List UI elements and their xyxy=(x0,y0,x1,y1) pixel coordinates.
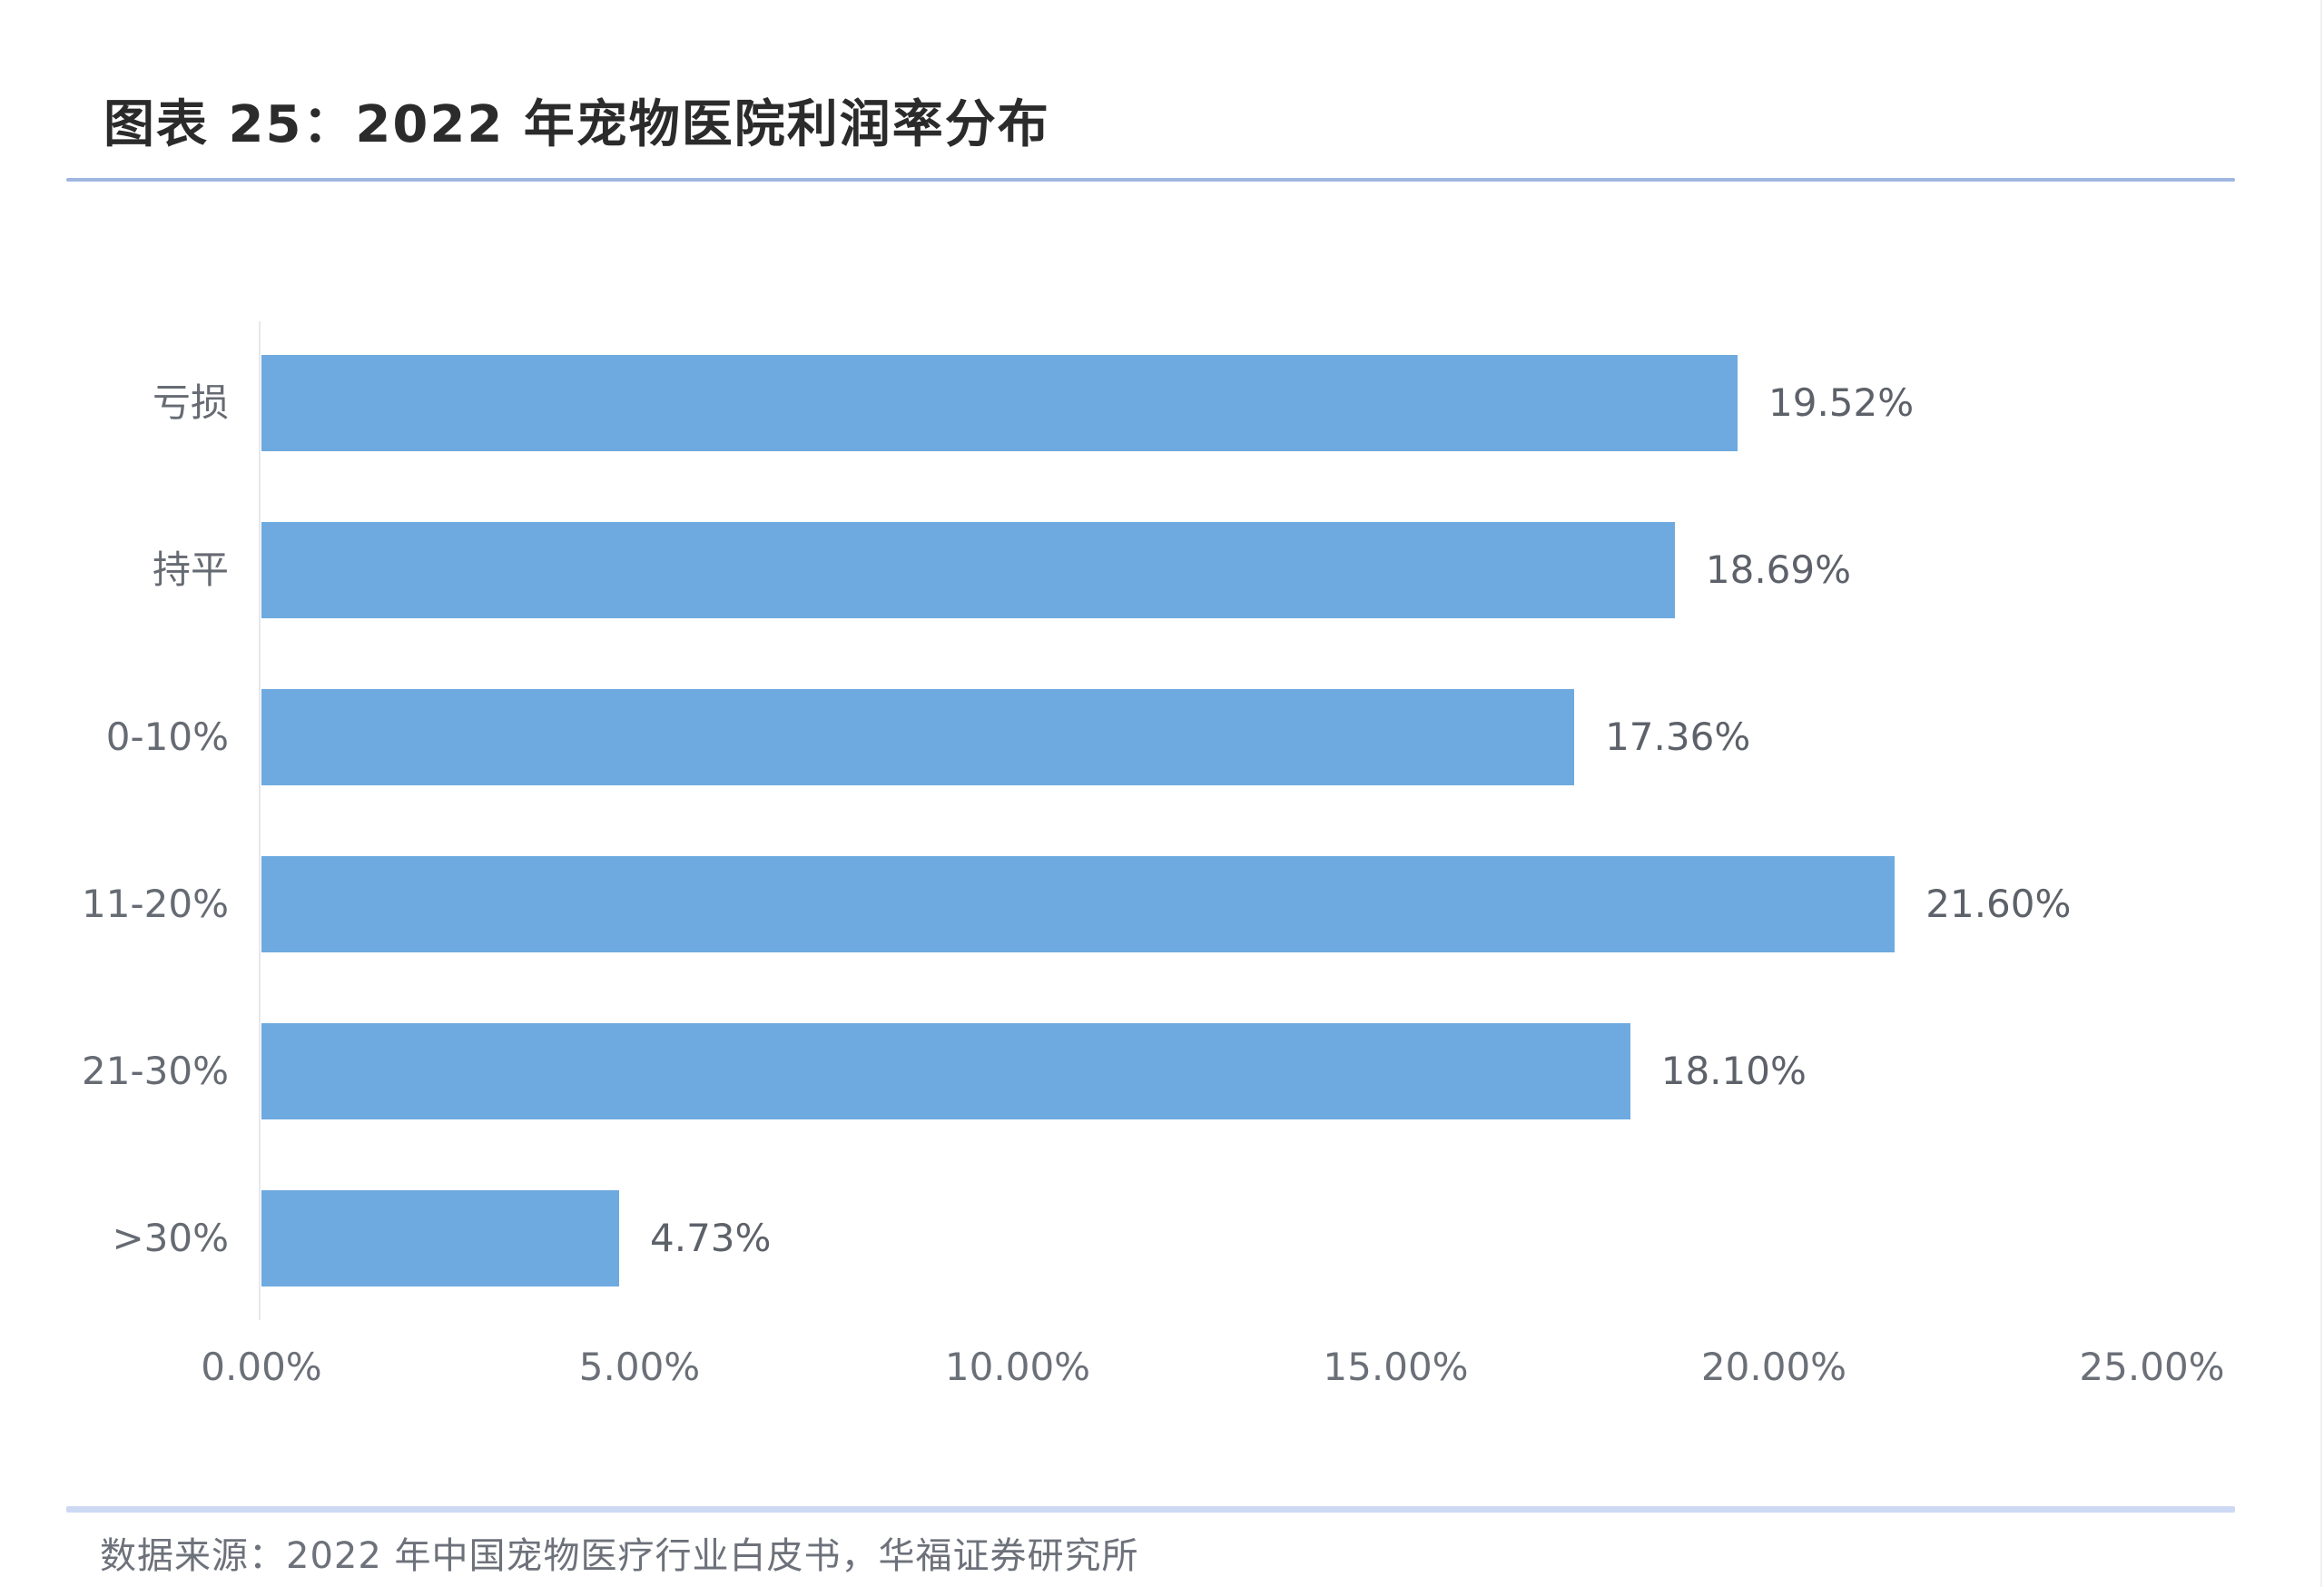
y-axis-line xyxy=(259,321,261,1320)
bar xyxy=(261,522,1675,618)
bar-chart: 亏损 19.52% 持平 18.69% 0-10% 17.36% 11-20% 21.60% 2… xyxy=(0,321,2324,1389)
value-label: 21.60% xyxy=(1925,882,2072,926)
category-label: 0-10% xyxy=(105,715,229,759)
bar-row: >30% 4.73% xyxy=(0,1190,2324,1286)
category-label: 亏损 xyxy=(152,380,229,425)
category-label: 11-20% xyxy=(82,882,229,926)
category-label: 21-30% xyxy=(82,1049,229,1093)
bar xyxy=(261,355,1738,451)
value-label: 18.69% xyxy=(1705,547,1852,592)
x-tick-label: 15.00% xyxy=(1323,1345,1469,1389)
bar xyxy=(261,689,1575,785)
bar xyxy=(261,856,1896,952)
bar-row: 0-10% 17.36% xyxy=(0,689,2324,785)
bar xyxy=(261,1023,1630,1119)
value-label: 4.73% xyxy=(650,1216,772,1260)
category-label: >30% xyxy=(112,1216,229,1260)
bar-row: 亏损 19.52% xyxy=(0,355,2324,451)
bar-row: 11-20% 21.60% xyxy=(0,856,2324,952)
value-label: 19.52% xyxy=(1768,380,1915,425)
chart-title: 图表 25：2022 年宠物医院利润率分布 xyxy=(103,95,1050,154)
value-label: 18.10% xyxy=(1660,1049,1807,1093)
category-label: 持平 xyxy=(152,547,229,592)
bar-row: 持平 18.69% xyxy=(0,522,2324,618)
x-tick-label: 10.00% xyxy=(944,1345,1091,1389)
bar xyxy=(261,1190,619,1286)
x-tick-label: 20.00% xyxy=(1700,1345,1847,1389)
x-tick-label: 25.00% xyxy=(2079,1345,2225,1389)
title-divider xyxy=(66,178,2235,182)
bar-row: 21-30% 18.10% xyxy=(0,1023,2324,1119)
source-note: 数据来源：2022 年中国宠物医疗行业白皮书，华福证券研究所 xyxy=(100,1535,1139,1577)
x-tick-label: 0.00% xyxy=(201,1345,322,1389)
page-edge xyxy=(2320,0,2322,1587)
source-divider xyxy=(66,1506,2235,1513)
value-label: 17.36% xyxy=(1605,715,1751,759)
x-tick-label: 5.00% xyxy=(578,1345,701,1389)
